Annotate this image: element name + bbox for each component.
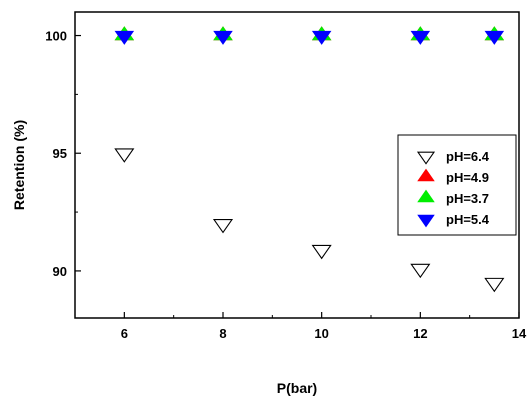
legend-label: pH=6.4 [446,149,490,164]
data-point [484,277,505,293]
legend: pH=6.4 pH=4.9 pH=3.7 pH=5.4 [397,134,517,236]
legend-marker [417,168,435,182]
data-point [410,263,431,279]
legend-marker [416,151,436,165]
data-point [114,148,135,163]
data-point [311,30,332,45]
data-point [311,244,332,260]
y-tick-label: 90 [53,264,67,279]
data-point [212,218,234,234]
legend-label: pH=4.9 [446,170,489,185]
legend-items: pH=6.4 pH=4.9 pH=3.7 pH=5.4 [416,149,490,228]
data-point [410,30,431,45]
x-tick-label: 14 [512,326,527,341]
plot-frame [74,11,520,319]
data-point [114,30,135,45]
legend-label: pH=3.7 [446,191,489,206]
legend-marker [417,189,435,203]
y-axis-label: Retention (%) [11,120,27,210]
legend-label: pH=5.4 [446,212,490,227]
data-point [213,30,233,45]
x-tick-label: 10 [314,326,328,341]
legend-marker [417,214,435,228]
y-tick-label: 95 [53,146,67,161]
y-tick-label: 100 [45,29,67,44]
x-axis-label: P(bar) [277,380,317,396]
x-tick-label: 8 [219,326,226,341]
x-tick-label: 12 [413,326,427,341]
markers-layer [114,26,505,293]
data-point [484,30,505,45]
x-tick-label: 6 [121,326,128,341]
